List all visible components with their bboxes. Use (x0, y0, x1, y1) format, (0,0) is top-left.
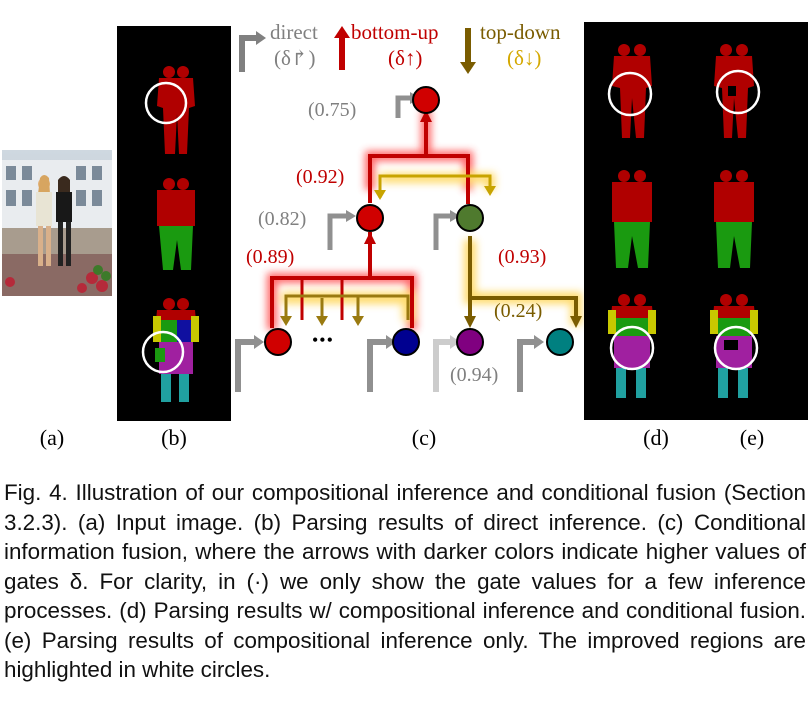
highlight-circle (141, 330, 185, 374)
input-photo (2, 150, 112, 296)
figure-caption: Fig. 4. Illustration of our compositiona… (4, 478, 806, 685)
caption-text: Fig. 4. Illustration of our compositiona… (4, 480, 806, 682)
highlight-circle (607, 71, 653, 117)
highlight-circle (713, 325, 759, 371)
gate-value: (0.94) (450, 364, 499, 386)
highlight-circle (609, 325, 655, 371)
legend-top-down-symbol: (δ↓) (507, 46, 542, 70)
legend-top-down: top-down (480, 20, 561, 44)
legend-bottom-up-symbol: (δ↑) (388, 46, 423, 70)
parsing-compositional-results (584, 22, 808, 420)
legend-bottom-up: bottom-up (351, 20, 439, 44)
panel-label-e: (e) (739, 425, 765, 450)
parsing-direct-inference (117, 26, 231, 421)
fusion-graph (235, 26, 582, 392)
gate-value: (0.75) (308, 99, 357, 121)
node-upper (356, 204, 384, 232)
gate-value: (0.92) (296, 166, 345, 188)
legend-direct: direct (270, 20, 318, 44)
legend-direct-symbol: (δ↱) (274, 46, 316, 70)
highlight-circle (715, 69, 761, 115)
node-lower (456, 204, 484, 232)
panel-label-c: (c) (411, 425, 437, 450)
panel-label-a: (a) (39, 425, 65, 450)
panel-label-b: (b) (161, 425, 187, 450)
highlight-circle (144, 81, 188, 125)
panel-label-d: (d) (643, 425, 669, 450)
node-leaf-red (264, 328, 292, 356)
gate-value: (0.24) (494, 300, 543, 322)
gate-value: (0.82) (258, 208, 307, 230)
figure-4: direct (δ↱) bottom-up (δ↑) top-down (δ↓)… (2, 20, 808, 450)
node-leaf-purple (456, 328, 484, 356)
gate-value: (0.93) (498, 246, 547, 268)
node-leaf-blue (392, 328, 420, 356)
node-root (412, 86, 440, 114)
gate-value: (0.89) (246, 246, 295, 268)
ellipsis: ••• (312, 330, 334, 350)
node-leaf-teal (546, 328, 574, 356)
